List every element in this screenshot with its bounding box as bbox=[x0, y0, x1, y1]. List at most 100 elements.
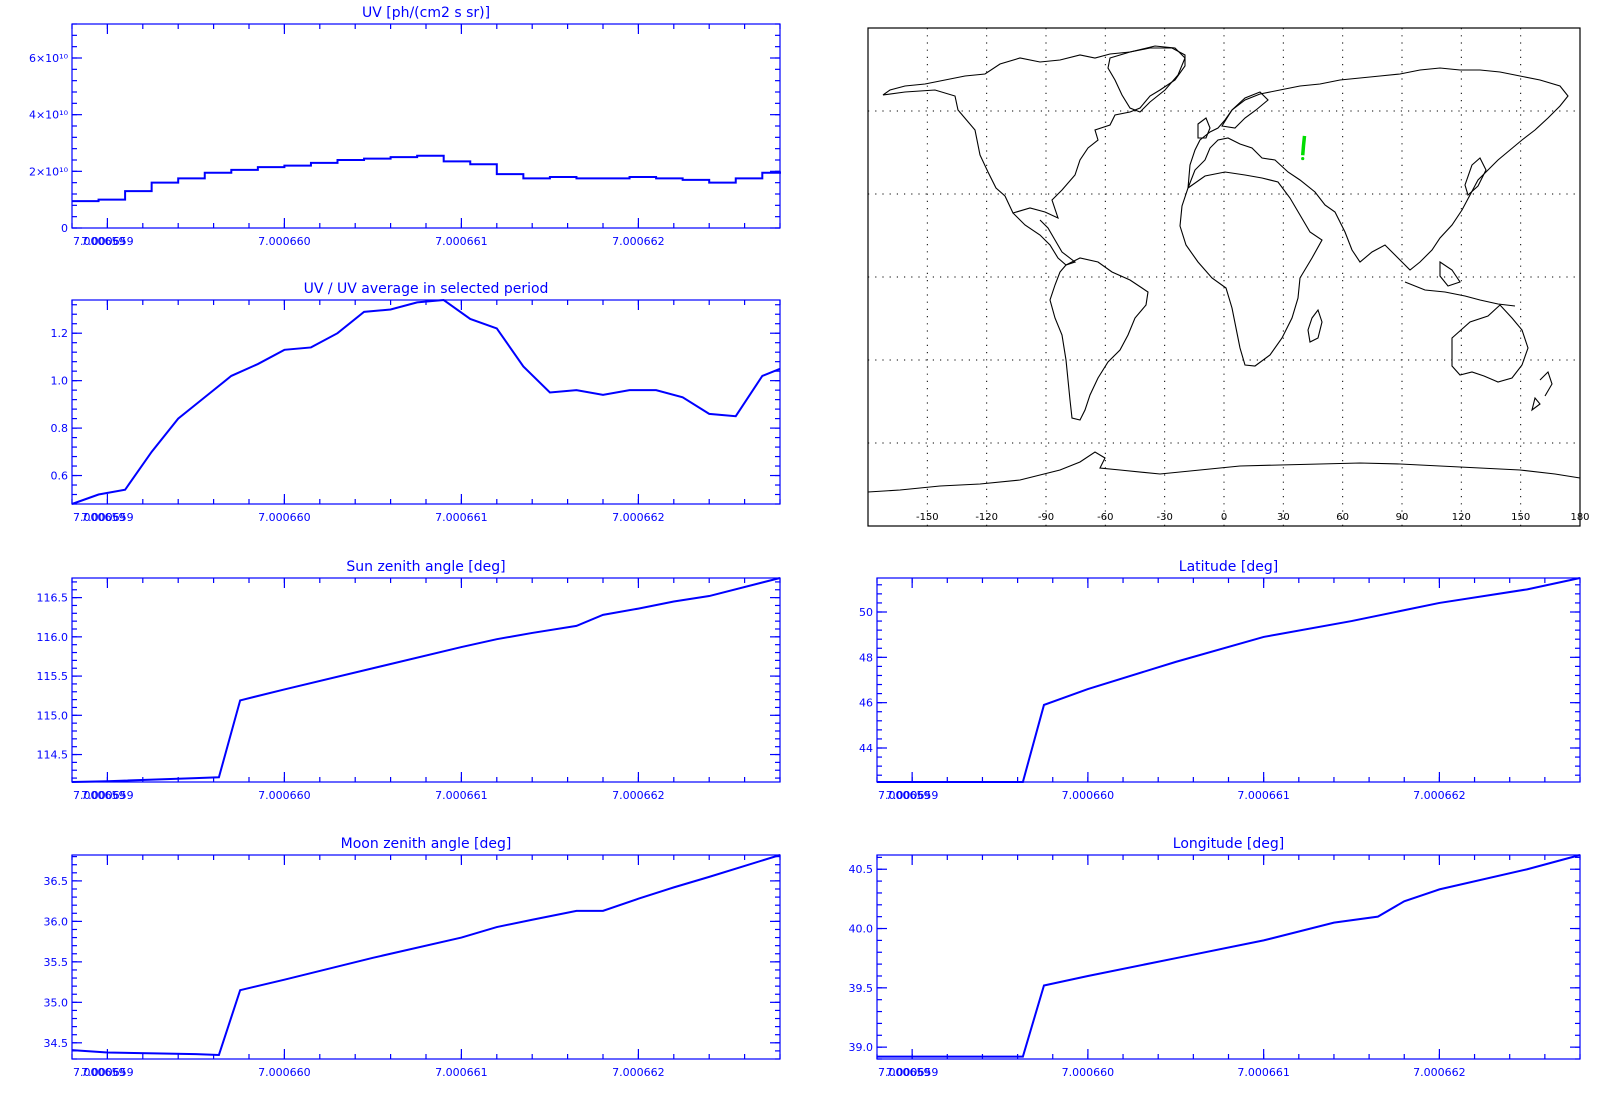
x-tick-label-start: 7.000659 bbox=[73, 1066, 126, 1079]
x-tick-label-start: 7.000659 bbox=[73, 235, 126, 248]
y-tick-label: 35.0 bbox=[44, 996, 69, 1009]
series-line bbox=[71, 854, 781, 1056]
coast-new-zealand bbox=[1531, 370, 1553, 412]
x-tick-label: 7.000662 bbox=[1413, 1066, 1466, 1079]
x-tick-label: 7.000660 bbox=[258, 1066, 311, 1079]
track-marker bbox=[1301, 156, 1305, 161]
x-tick-label: 7.000662 bbox=[612, 511, 665, 524]
map-lon-tick-label: 0 bbox=[1221, 512, 1227, 523]
x-tick-label: 7.000659 bbox=[886, 789, 939, 802]
y-tick-label: 50 bbox=[859, 606, 873, 619]
chart-uvratio: UV / UV average in selected period 7.0006… bbox=[51, 281, 781, 524]
coast-greenland bbox=[1107, 45, 1186, 113]
x-tick-label: 7.000660 bbox=[1062, 1066, 1115, 1079]
y-tick-label: 35.5 bbox=[44, 956, 69, 969]
plot-frame bbox=[71, 23, 781, 229]
y-tick-label: 0.8 bbox=[51, 422, 69, 435]
map-lon-tick-label: -30 bbox=[1156, 512, 1172, 523]
chart-lon: Longitude [deg] 7.000659 7.000660 7.000661 7… bbox=[849, 836, 1581, 1079]
chart-sunzen: Sun zenith angle [deg] 7.000659 7.000660 7.… bbox=[37, 559, 781, 802]
coast-north-america bbox=[882, 47, 1186, 220]
y-tick-label: 40.5 bbox=[849, 863, 874, 876]
plot-frame bbox=[71, 577, 781, 783]
x-tick-label: 7.000660 bbox=[258, 511, 311, 524]
x-tick-label: 7.000659 bbox=[81, 789, 134, 802]
series-line bbox=[71, 298, 781, 505]
x-tick-label: 7.000659 bbox=[81, 511, 134, 524]
chart-title: Moon zenith angle [deg] bbox=[341, 836, 512, 852]
map-lon-tick-label: 120 bbox=[1452, 512, 1471, 523]
y-tick-label: 6×10¹⁰ bbox=[29, 52, 69, 65]
x-tick-label: 7.000662 bbox=[1413, 789, 1466, 802]
x-tick-label: 7.000662 bbox=[612, 1066, 665, 1079]
y-tick-label: 116.0 bbox=[37, 631, 69, 644]
y-tick-label: 46 bbox=[859, 697, 873, 710]
coast-south-america bbox=[1049, 257, 1149, 421]
chart-uv: UV [ph/(cm2 s sr)] 7.000659 7.000660 7.0006… bbox=[29, 5, 781, 248]
x-tick-label: 7.000661 bbox=[435, 235, 488, 248]
series-line bbox=[72, 154, 781, 203]
x-tick-label-start: 7.000659 bbox=[73, 789, 126, 802]
y-tick-label: 114.5 bbox=[37, 749, 69, 762]
x-tick-label: 7.000659 bbox=[81, 235, 134, 248]
y-tick-label: 115.5 bbox=[37, 670, 69, 683]
y-tick-label: 0 bbox=[61, 222, 68, 235]
x-tick-label: 7.000662 bbox=[612, 789, 665, 802]
map-graticule bbox=[868, 28, 1580, 526]
orbit-track-layer bbox=[1300, 135, 1307, 161]
y-tick-label: 4×10¹⁰ bbox=[29, 109, 69, 122]
chart-title: Sun zenith angle [deg] bbox=[346, 559, 505, 575]
map-lon-tick-label: 60 bbox=[1336, 512, 1349, 523]
y-tick-label: 36.5 bbox=[44, 875, 69, 888]
plot-frame bbox=[876, 854, 1581, 1060]
y-tick-label: 116.5 bbox=[37, 592, 69, 605]
chart-title: UV [ph/(cm2 s sr)] bbox=[362, 5, 490, 21]
map-longitude-ticks: -150 -120 -90 -60 -30 0 30 60 90 120 150 180 bbox=[916, 512, 1590, 523]
charts-layer: UV [ph/(cm2 s sr)] 7.000659 7.000660 7.0006… bbox=[29, 5, 1581, 1079]
coast-japan bbox=[1464, 157, 1487, 196]
x-tick-label: 7.000662 bbox=[612, 235, 665, 248]
chart-title: Latitude [deg] bbox=[1179, 559, 1278, 575]
y-tick-label: 2×10¹⁰ bbox=[29, 165, 69, 178]
x-tick-label: 7.000661 bbox=[435, 511, 488, 524]
x-tick-label: 7.000660 bbox=[258, 789, 311, 802]
x-tick-label: 7.000659 bbox=[886, 1066, 939, 1079]
coast-central-america bbox=[1012, 212, 1077, 266]
world-map-panel: -150 -120 -90 -60 -30 0 30 60 90 120 150 180 bbox=[867, 27, 1590, 527]
orbit-track bbox=[1300, 135, 1307, 156]
plot-frame bbox=[71, 299, 781, 505]
map-lon-tick-label: 30 bbox=[1277, 512, 1290, 523]
y-tick-label: 34.5 bbox=[44, 1037, 69, 1050]
map-lon-tick-label: 90 bbox=[1396, 512, 1409, 523]
plot-frame bbox=[876, 577, 1581, 783]
coast-indonesia bbox=[1404, 260, 1516, 307]
map-lon-tick-label: 180 bbox=[1570, 512, 1589, 523]
x-tick-label: 7.000660 bbox=[258, 235, 311, 248]
map-lon-tick-label: -150 bbox=[916, 512, 939, 523]
x-tick-label: 7.000661 bbox=[435, 789, 488, 802]
x-tick-label-start: 7.000659 bbox=[878, 789, 931, 802]
chart-lat: Latitude [deg] 7.000659 7.000660 7.000661 7.… bbox=[859, 559, 1581, 802]
y-tick-label: 44 bbox=[859, 742, 873, 755]
x-tick-label: 7.000659 bbox=[81, 1066, 134, 1079]
y-tick-label: 0.6 bbox=[51, 470, 69, 483]
y-tick-label: 1.2 bbox=[51, 327, 69, 340]
plot-frame bbox=[71, 854, 781, 1060]
y-tick-label: 36.0 bbox=[44, 915, 69, 928]
map-lon-tick-label: 150 bbox=[1511, 512, 1530, 523]
map-lon-tick-label: -60 bbox=[1097, 512, 1113, 523]
y-tick-label: 1.0 bbox=[51, 375, 69, 388]
chart-moonzen: Moon zenith angle [deg] 7.000659 7.000660 7… bbox=[44, 836, 781, 1079]
y-tick-label: 48 bbox=[859, 651, 873, 664]
map-lon-tick-label: -120 bbox=[975, 512, 998, 523]
y-tick-label: 115.0 bbox=[37, 709, 69, 722]
coast-scandinavia bbox=[1221, 91, 1269, 129]
x-tick-label-start: 7.000659 bbox=[878, 1066, 931, 1079]
coast-africa bbox=[1179, 171, 1323, 367]
x-tick-label: 7.000661 bbox=[1237, 789, 1290, 802]
series-line bbox=[877, 854, 1581, 1058]
x-tick-label-start: 7.000659 bbox=[73, 511, 126, 524]
map-lon-tick-label: -90 bbox=[1038, 512, 1054, 523]
coast-australia bbox=[1451, 304, 1529, 383]
y-tick-label: 39.5 bbox=[849, 982, 874, 995]
